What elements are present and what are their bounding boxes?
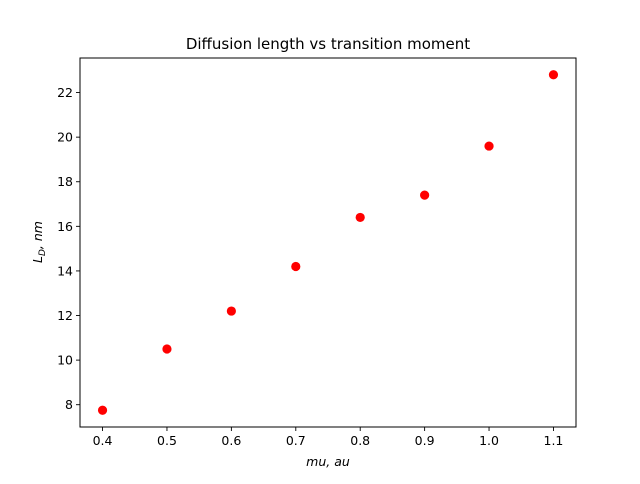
- x-tick-label: 1.0: [479, 433, 499, 448]
- data-point: [226, 306, 236, 316]
- y-tick-label: 8: [65, 397, 73, 412]
- x-tick-label: 0.5: [157, 433, 177, 448]
- x-tick-label: 0.9: [415, 433, 435, 448]
- x-tick-label: 1.1: [544, 433, 564, 448]
- y-tick-label: 22: [57, 85, 73, 100]
- data-point: [420, 190, 430, 200]
- x-axis-label: mu, au: [306, 454, 350, 469]
- y-tick-label: 10: [57, 353, 73, 368]
- plot-frame: [79, 57, 577, 428]
- y-axis-label: LD, nm: [30, 221, 48, 263]
- data-point: [291, 261, 301, 272]
- y-tick-label: 12: [57, 308, 73, 323]
- x-tick-label: 0.4: [93, 433, 113, 448]
- y-axis-label-unit: , nm: [30, 221, 45, 249]
- x-axis-ticks: 0.4 0.5 0.6 0.7 0.8 0.9 1.0 1.1: [93, 427, 564, 448]
- x-tick-label: 0.7: [286, 433, 306, 448]
- y-axis-label-subscript: D: [38, 249, 48, 256]
- y-tick-label: 18: [57, 174, 73, 189]
- data-points: [97, 70, 559, 415]
- data-point: [97, 405, 108, 415]
- y-axis-label-main: L: [30, 256, 45, 263]
- data-point: [484, 141, 494, 151]
- y-tick-label: 14: [57, 263, 73, 278]
- y-tick-label: 16: [57, 219, 73, 234]
- chart-title: Diffusion length vs transition moment: [186, 35, 470, 53]
- x-tick-label: 0.6: [221, 433, 241, 448]
- data-point: [162, 344, 172, 354]
- y-tick-label: 20: [57, 130, 73, 145]
- data-point: [355, 212, 365, 223]
- x-tick-label: 0.8: [350, 433, 370, 448]
- y-axis-ticks: 8 10 12 14 16 18 20 22: [57, 85, 80, 412]
- data-point: [548, 70, 559, 80]
